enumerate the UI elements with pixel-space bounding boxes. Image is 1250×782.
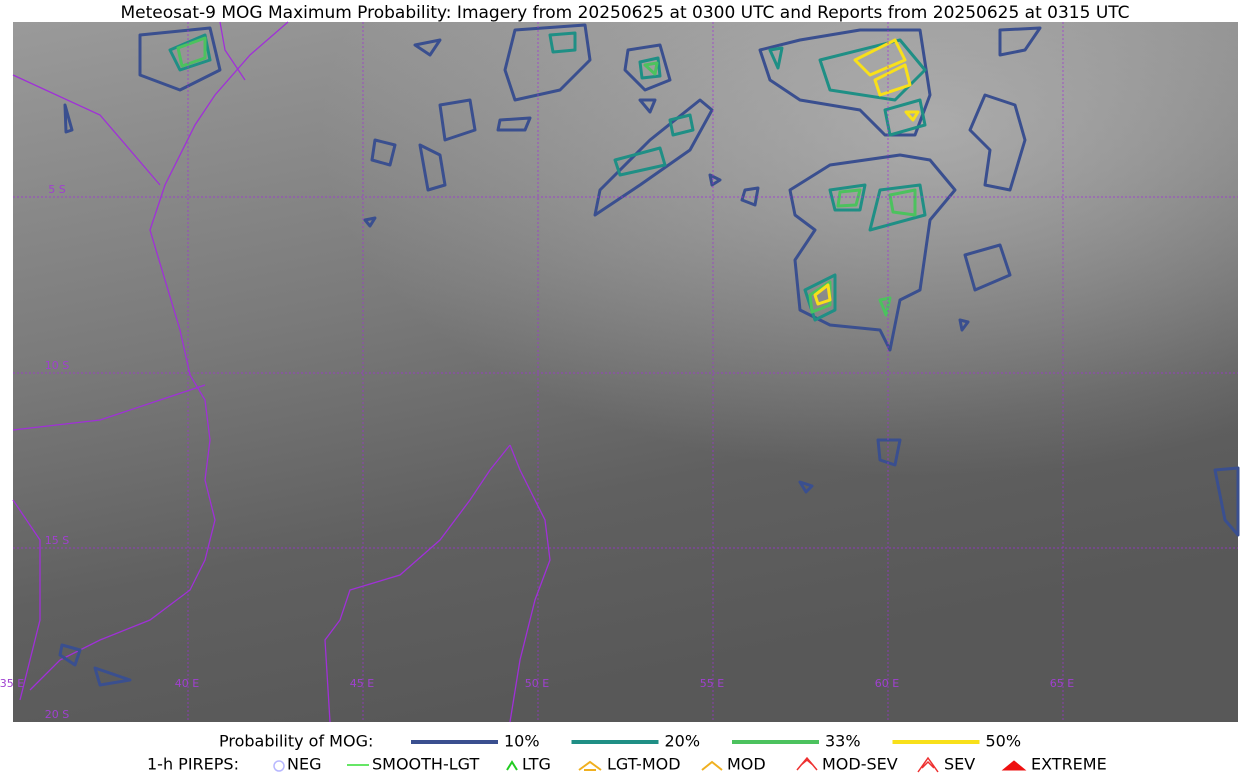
mog-contours xyxy=(58,23,1240,687)
pirep-icon xyxy=(796,756,818,771)
legend-label: 50% xyxy=(986,732,1022,751)
legend: Probability of MOG: 10% 20% 33% 50% 1-h PIREP… xyxy=(147,732,1107,774)
legend-label: 10% xyxy=(504,732,540,751)
pirep-icon xyxy=(273,760,285,772)
lat-label: 15 S xyxy=(45,534,69,547)
pirep-label: SEV xyxy=(944,755,975,774)
legend-label: 20% xyxy=(665,732,701,751)
lon-label: 60 E xyxy=(875,677,899,690)
lon-label: 45 E xyxy=(350,677,374,690)
pirep-icon xyxy=(701,760,723,771)
pirep-label: LGT-MOD xyxy=(607,755,681,774)
cloud-brightness xyxy=(13,22,1238,722)
title: Meteosat-9 MOG Maximum Probability: Imag… xyxy=(120,3,1129,23)
lat-label: 10 S xyxy=(45,359,69,372)
pirep-icon xyxy=(1001,760,1027,771)
graticule: 5 S 10 S 15 S 20 S 35 E 40 E 45 E 50 E 55 E 60 E 6… xyxy=(0,22,1238,722)
lat-label: 5 S xyxy=(48,183,65,196)
pirep-label: MOD-SEV xyxy=(822,755,898,774)
pirep-label: EXTREME xyxy=(1031,755,1107,774)
lon-label: 40 E xyxy=(175,677,199,690)
legend-label: 33% xyxy=(825,732,861,751)
lon-label: 55 E xyxy=(700,677,724,690)
lat-label: 20 S xyxy=(45,708,69,721)
map: 5 S 10 S 15 S 20 S 35 E 40 E 45 E 50 E 55 E 60 E 6… xyxy=(0,21,1240,723)
coastlines xyxy=(12,21,551,723)
lon-label: 35 E xyxy=(0,677,24,690)
pirep-label: MOD xyxy=(727,755,766,774)
pirep-label: LTG xyxy=(522,755,551,774)
pirep-label: NEG xyxy=(287,755,321,774)
lon-label: 65 E xyxy=(1050,677,1074,690)
legend-title: 1-h PIREPS: xyxy=(147,755,239,774)
pirep-icon xyxy=(506,760,518,771)
pirep-label: SMOOTH-LGT xyxy=(372,755,479,774)
pirep-icon xyxy=(917,756,939,773)
lon-label: 50 E xyxy=(525,677,549,690)
legend-title: Probability of MOG: xyxy=(219,732,373,751)
pirep-icon xyxy=(578,760,602,771)
